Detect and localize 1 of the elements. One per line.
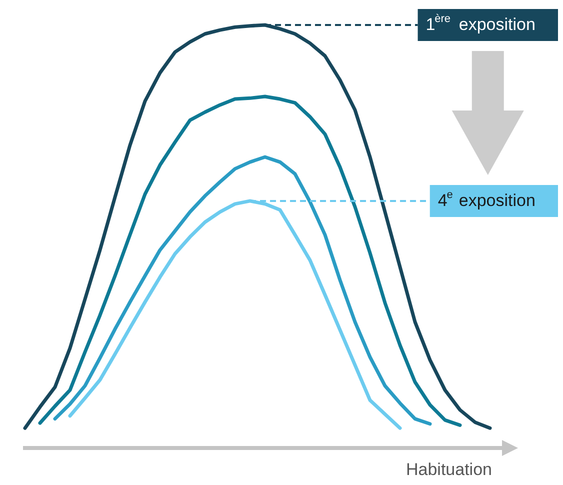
x-axis-title: Habituation xyxy=(406,460,492,479)
